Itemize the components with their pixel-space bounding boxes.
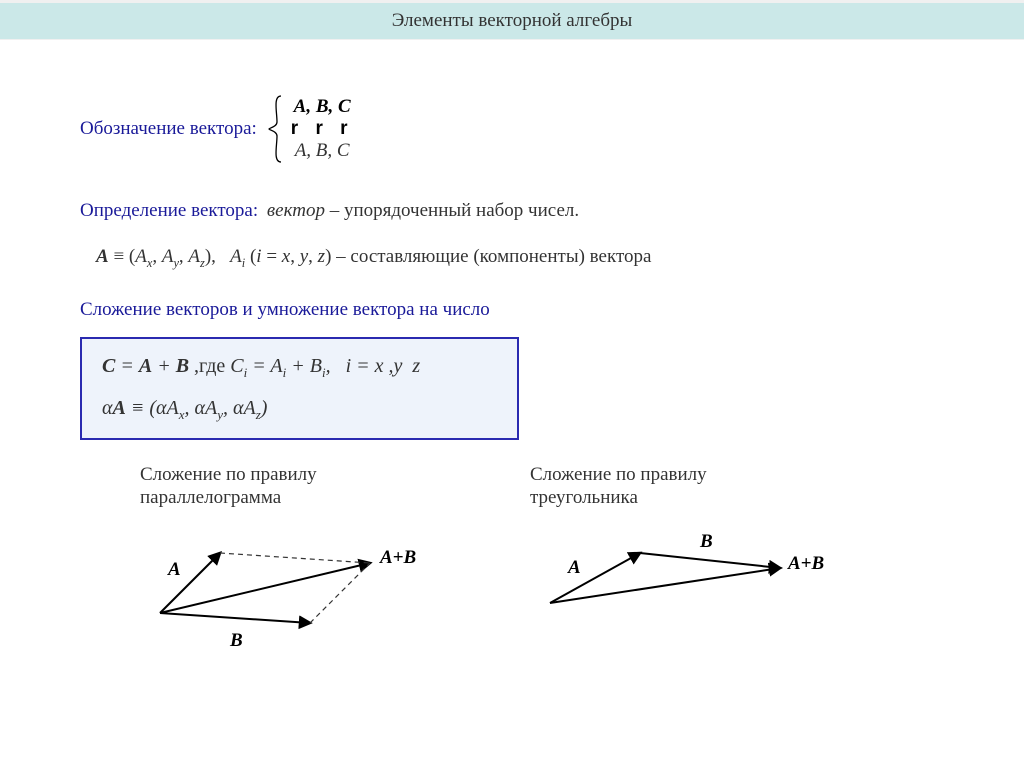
tri-label-A: A [567, 557, 581, 578]
components-row: A ≡ (Ax, Ay, Az), Ai (i = x, y, z) – сос… [80, 244, 954, 271]
addition-title: Сложение векторов и умножение вектора на… [80, 297, 954, 323]
components-text: – составляющие (компоненты) вектора [336, 246, 651, 267]
formula-line-2: αA ≡ (αAx, αAy, αAz) [102, 395, 497, 424]
triangle-diagram: A B A+B [530, 533, 840, 643]
definition-text: – упорядоченный набор чисел. [330, 200, 579, 221]
vec-label-B: B [229, 630, 243, 651]
tri-label-B: B [699, 533, 713, 552]
tri-label-sum: A+B [787, 553, 824, 574]
left-brace-icon [265, 94, 287, 164]
formula-box: C = A + B ,где Ci = Ai + Bi, i = x ,y z … [80, 337, 519, 440]
parallelogram-caption: Сложение по правилу параллелограмма [140, 464, 440, 510]
parallelogram-diagram: A B A+B [140, 533, 440, 653]
content-area: Обозначение вектора: A, B, C r r r A, B,… [0, 40, 1024, 653]
notation-label: Обозначение вектора: [80, 116, 257, 142]
triangle-caption: Сложение по правилу треугольника [530, 464, 840, 510]
parallelogram-block: Сложение по правилу параллелограмма [140, 464, 440, 654]
diagrams-row: Сложение по правилу параллелограмма [80, 464, 954, 654]
vec-label-A: A [167, 559, 181, 580]
vec-label-sum: A+B [379, 547, 416, 568]
notation-line-3: A, B, C [291, 140, 354, 162]
definition-term: вектор [267, 200, 325, 221]
header-bar: Элементы векторной алгебры [0, 0, 1024, 40]
definition-label: Определение вектора: [80, 200, 258, 221]
notation-block: A, B, C r r r A, B, C [265, 94, 354, 164]
notation-line-1: A, B, C [291, 96, 354, 118]
page-title: Элементы векторной алгебры [392, 10, 633, 32]
components-formula: A ≡ (Ax, Ay, Az), Ai (i = x, y, z) [96, 246, 336, 267]
notation-line-2: r r r [291, 118, 354, 140]
definition-row: Определение вектора: вектор – упорядочен… [80, 198, 954, 224]
notation-row: Обозначение вектора: A, B, C r r r A, B,… [80, 94, 954, 164]
formula-line-1: C = A + B ,где Ci = Ai + Bi, i = x ,y z [102, 353, 497, 382]
triangle-block: Сложение по правилу треугольника A B A [530, 464, 840, 654]
